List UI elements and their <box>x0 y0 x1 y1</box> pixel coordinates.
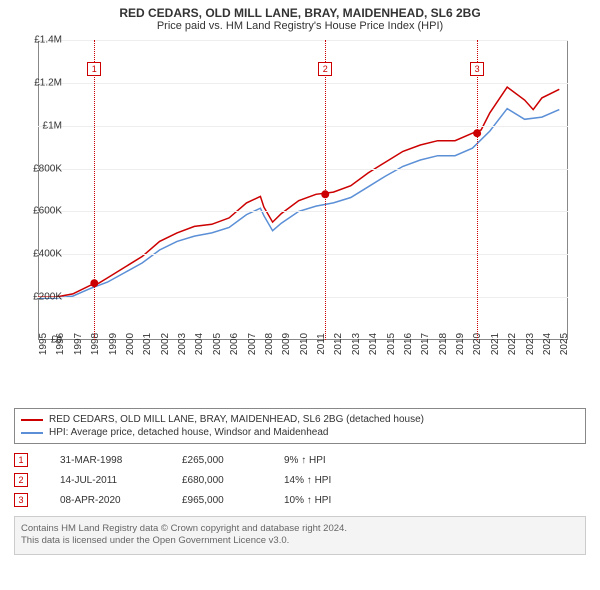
gridline <box>38 40 568 41</box>
transaction-price: £680,000 <box>182 475 252 486</box>
legend-label-property: RED CEDARS, OLD MILL LANE, BRAY, MAIDENH… <box>49 414 424 425</box>
chart-title: RED CEDARS, OLD MILL LANE, BRAY, MAIDENH… <box>0 0 600 20</box>
xtick-label: 2006 <box>229 333 240 355</box>
xtick-label: 2003 <box>177 333 188 355</box>
marker-label: 1 <box>87 62 101 76</box>
xtick-label: 2025 <box>559 333 570 355</box>
transaction-row: 2 14-JUL-2011 £680,000 14% ↑ HPI <box>14 470 586 490</box>
xtick-label: 2021 <box>490 333 501 355</box>
xtick-label: 2019 <box>455 333 466 355</box>
xtick-label: 2008 <box>264 333 275 355</box>
marker-label: 3 <box>470 62 484 76</box>
xtick-label: 1997 <box>73 333 84 355</box>
legend-row-hpi: HPI: Average price, detached house, Wind… <box>21 426 579 439</box>
ytick-label: £400K <box>33 249 62 260</box>
xtick-label: 1999 <box>108 333 119 355</box>
xtick-label: 2017 <box>420 333 431 355</box>
ytick-label: £800K <box>33 163 62 174</box>
xtick-label: 2022 <box>507 333 518 355</box>
xtick-label: 2023 <box>525 333 536 355</box>
transaction-row: 3 08-APR-2020 £965,000 10% ↑ HPI <box>14 490 586 510</box>
gridline <box>38 169 568 170</box>
series-property <box>38 87 559 297</box>
xtick-label: 2002 <box>160 333 171 355</box>
transaction-marker: 3 <box>14 493 28 507</box>
marker-vline <box>94 40 95 340</box>
ytick-label: £600K <box>33 206 62 217</box>
xtick-label: 2014 <box>368 333 379 355</box>
legend-label-hpi: HPI: Average price, detached house, Wind… <box>49 427 328 438</box>
series-hpi <box>38 109 559 299</box>
gridline <box>38 83 568 84</box>
footer-line2: This data is licensed under the Open Gov… <box>21 535 579 547</box>
xtick-label: 2024 <box>542 333 553 355</box>
chart-subtitle: Price paid vs. HM Land Registry's House … <box>0 20 600 36</box>
gridline <box>38 297 568 298</box>
xtick-label: 2009 <box>281 333 292 355</box>
transaction-date: 31-MAR-1998 <box>60 455 150 466</box>
marker-vline <box>325 40 326 340</box>
legend-swatch-property <box>21 419 43 421</box>
ytick-label: £1M <box>43 120 62 131</box>
transaction-pct: 14% ↑ HPI <box>284 475 364 486</box>
legend: RED CEDARS, OLD MILL LANE, BRAY, MAIDENH… <box>14 408 586 444</box>
ytick-label: £1.2M <box>34 77 62 88</box>
transaction-marker: 1 <box>14 453 28 467</box>
marker-vline <box>477 40 478 340</box>
xtick-label: 2000 <box>125 333 136 355</box>
ytick-label: £1.4M <box>34 35 62 46</box>
xtick-label: 2007 <box>247 333 258 355</box>
footer-line1: Contains HM Land Registry data © Crown c… <box>21 523 579 535</box>
transaction-price: £965,000 <box>182 495 252 506</box>
xtick-label: 2015 <box>386 333 397 355</box>
legend-swatch-hpi <box>21 432 43 434</box>
xtick-label: 2004 <box>194 333 205 355</box>
xtick-label: 2013 <box>351 333 362 355</box>
xtick-label: 2016 <box>403 333 414 355</box>
transaction-pct: 10% ↑ HPI <box>284 495 364 506</box>
transaction-date: 14-JUL-2011 <box>60 475 150 486</box>
transaction-pct: 9% ↑ HPI <box>284 455 364 466</box>
transaction-date: 08-APR-2020 <box>60 495 150 506</box>
footer-attribution: Contains HM Land Registry data © Crown c… <box>14 516 586 555</box>
xtick-label: 2012 <box>333 333 344 355</box>
transactions-table: 1 31-MAR-1998 £265,000 9% ↑ HPI 2 14-JUL… <box>14 450 586 510</box>
xtick-label: 2018 <box>438 333 449 355</box>
xtick-label: 1998 <box>90 333 101 355</box>
xtick-label: 1995 <box>38 333 49 355</box>
transaction-price: £265,000 <box>182 455 252 466</box>
gridline <box>38 211 568 212</box>
xtick-label: 2001 <box>142 333 153 355</box>
transaction-row: 1 31-MAR-1998 £265,000 9% ↑ HPI <box>14 450 586 470</box>
transaction-marker: 2 <box>14 473 28 487</box>
legend-row-property: RED CEDARS, OLD MILL LANE, BRAY, MAIDENH… <box>21 413 579 426</box>
xtick-label: 2005 <box>212 333 223 355</box>
marker-label: 2 <box>318 62 332 76</box>
chart-area: £0£200K£400K£600K£800K£1M£1.2M£1.4M19951… <box>38 40 598 370</box>
xtick-label: 1996 <box>55 333 66 355</box>
ytick-label: £200K <box>33 292 62 303</box>
plot-svg <box>38 40 568 340</box>
xtick-label: 2010 <box>299 333 310 355</box>
gridline <box>38 126 568 127</box>
gridline <box>38 254 568 255</box>
